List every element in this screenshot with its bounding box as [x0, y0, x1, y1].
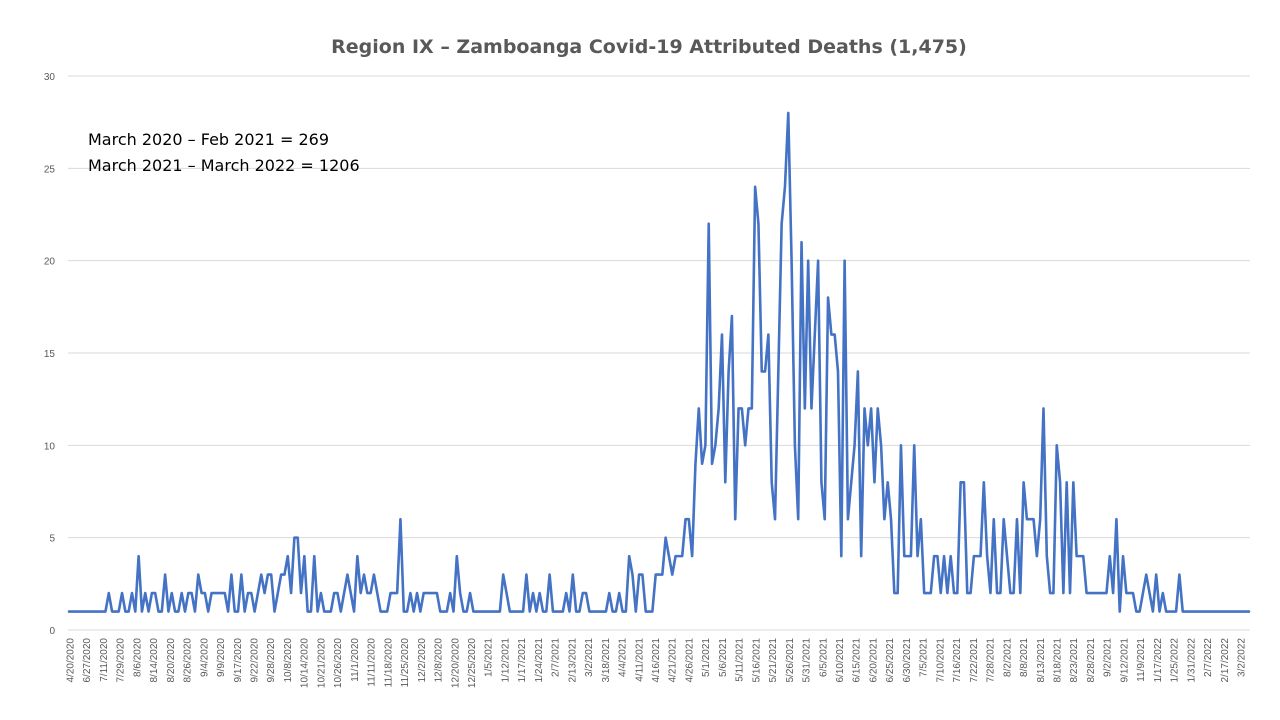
y-tick-label: 20	[44, 257, 56, 268]
x-tick-label: 10/26/2020	[333, 638, 344, 688]
x-tick-label: 8/28/2021	[1086, 638, 1097, 683]
x-tick-label: 12/2/2020	[417, 638, 428, 683]
x-tick-label: 4/21/2021	[668, 638, 679, 683]
chart-title: Region IX – Zamboanga Covid-19 Attribute…	[331, 36, 967, 58]
x-tick-label: 4/11/2021	[634, 638, 645, 682]
x-tick-label: 6/5/2021	[818, 638, 829, 677]
x-tick-label: 11/11/2020	[367, 638, 378, 687]
x-tick-label: 5/26/2021	[785, 638, 796, 683]
x-tick-label: 6/20/2021	[869, 638, 880, 683]
annotation-period-1: March 2020 – Feb 2021 = 269	[88, 130, 329, 149]
x-tick-label: 8/20/2020	[166, 638, 177, 683]
x-tick-label: 9/2/2021	[1103, 638, 1114, 677]
x-tick-label: 1/17/2022	[1153, 638, 1164, 683]
x-tick-label: 11/9/2021	[1136, 638, 1147, 682]
x-tick-label: 8/6/2020	[132, 638, 143, 677]
y-tick-label: 30	[44, 72, 56, 83]
x-tick-label: 9/17/2020	[233, 638, 244, 683]
x-tick-label: 5/21/2021	[768, 638, 779, 683]
x-tick-label: 1/31/2022	[1186, 638, 1197, 683]
x-tick-label: 7/16/2021	[952, 638, 963, 683]
x-tick-label: 6/15/2021	[852, 638, 863, 683]
x-tick-label: 6/27/2020	[82, 638, 93, 683]
series-line-deaths	[67, 111, 1251, 613]
series-layer	[67, 111, 1251, 613]
x-tick-label: 12/8/2020	[434, 638, 445, 683]
x-tick-label: 4/20/2020	[66, 638, 77, 683]
x-tick-label: 5/1/2021	[701, 638, 712, 677]
y-tick-label: 0	[49, 626, 55, 637]
y-axis-ticks: 0 5 10 15 20 25 30	[44, 72, 56, 637]
x-tick-label: 8/13/2021	[1036, 638, 1047, 683]
x-tick-label: 8/18/2021	[1053, 638, 1064, 683]
x-tick-label: 9/28/2020	[266, 638, 277, 683]
x-tick-label: 8/23/2021	[1069, 638, 1080, 683]
x-tick-label: 12/25/2020	[467, 638, 478, 688]
x-tick-label: 11/1/2020	[350, 638, 361, 682]
gridlines	[68, 75, 1250, 631]
x-tick-label: 10/8/2020	[283, 638, 294, 683]
x-tick-label: 11/18/2020	[383, 638, 394, 688]
x-tick-label: 1/17/2021	[517, 638, 528, 683]
x-tick-label: 9/4/2020	[199, 638, 210, 677]
y-tick-label: 15	[44, 349, 56, 360]
x-tick-label: 7/28/2021	[986, 638, 997, 683]
x-tick-label: 1/24/2021	[534, 638, 545, 683]
x-tick-label: 12/20/2020	[450, 638, 461, 688]
x-axis-ticks: 4/20/2020 6/27/2020 7/11/2020 7/29/2020 8/6/…	[66, 638, 1248, 688]
x-tick-label: 7/10/2021	[935, 638, 946, 683]
x-tick-label: 3/18/2021	[601, 638, 612, 683]
x-tick-label: 10/21/2020	[316, 638, 327, 688]
x-tick-label: 9/22/2020	[250, 638, 261, 683]
x-tick-label: 2/7/2021	[551, 638, 562, 677]
x-tick-label: 1/25/2022	[1170, 638, 1181, 683]
x-tick-label: 8/8/2021	[1019, 638, 1030, 677]
x-tick-label: 7/5/2021	[919, 638, 930, 677]
annotation-period-2: March 2021 – March 2022 = 1206	[88, 156, 360, 175]
y-tick-label: 10	[44, 441, 56, 452]
x-tick-label: 1/5/2021	[484, 638, 495, 677]
x-tick-label: 6/10/2021	[835, 638, 846, 683]
x-tick-label: 6/30/2021	[902, 638, 913, 683]
x-tick-label: 8/2/2021	[1002, 638, 1013, 677]
x-tick-label: 6/25/2021	[885, 638, 896, 683]
x-tick-label: 7/11/2020	[99, 638, 110, 682]
x-tick-label: 4/4/2021	[618, 638, 629, 677]
x-tick-label: 10/14/2020	[300, 638, 311, 688]
x-tick-label: 5/6/2021	[718, 638, 729, 677]
x-tick-label: 11/25/2020	[400, 638, 411, 688]
x-tick-label: 2/7/2022	[1203, 638, 1214, 677]
x-tick-label: 3/2/2022	[1237, 638, 1248, 677]
x-tick-label: 9/9/2020	[216, 638, 227, 677]
x-tick-label: 8/26/2020	[183, 638, 194, 683]
x-tick-label: 2/13/2021	[567, 638, 578, 683]
y-tick-label: 5	[49, 534, 55, 545]
x-tick-label: 7/22/2021	[969, 638, 980, 683]
x-tick-label: 2/17/2022	[1220, 638, 1231, 683]
y-tick-label: 25	[44, 164, 56, 175]
x-tick-label: 4/16/2021	[651, 638, 662, 683]
x-tick-label: 4/26/2021	[685, 638, 696, 683]
x-tick-label: 8/14/2020	[149, 638, 160, 683]
x-tick-label: 5/11/2021	[735, 638, 746, 682]
x-tick-label: 5/31/2021	[802, 638, 813, 683]
x-tick-label: 7/29/2020	[116, 638, 127, 683]
x-tick-label: 1/12/2021	[500, 638, 511, 683]
x-tick-label: 3/2/2021	[584, 638, 595, 677]
x-tick-label: 9/12/2021	[1119, 638, 1130, 683]
x-tick-label: 5/16/2021	[751, 638, 762, 683]
